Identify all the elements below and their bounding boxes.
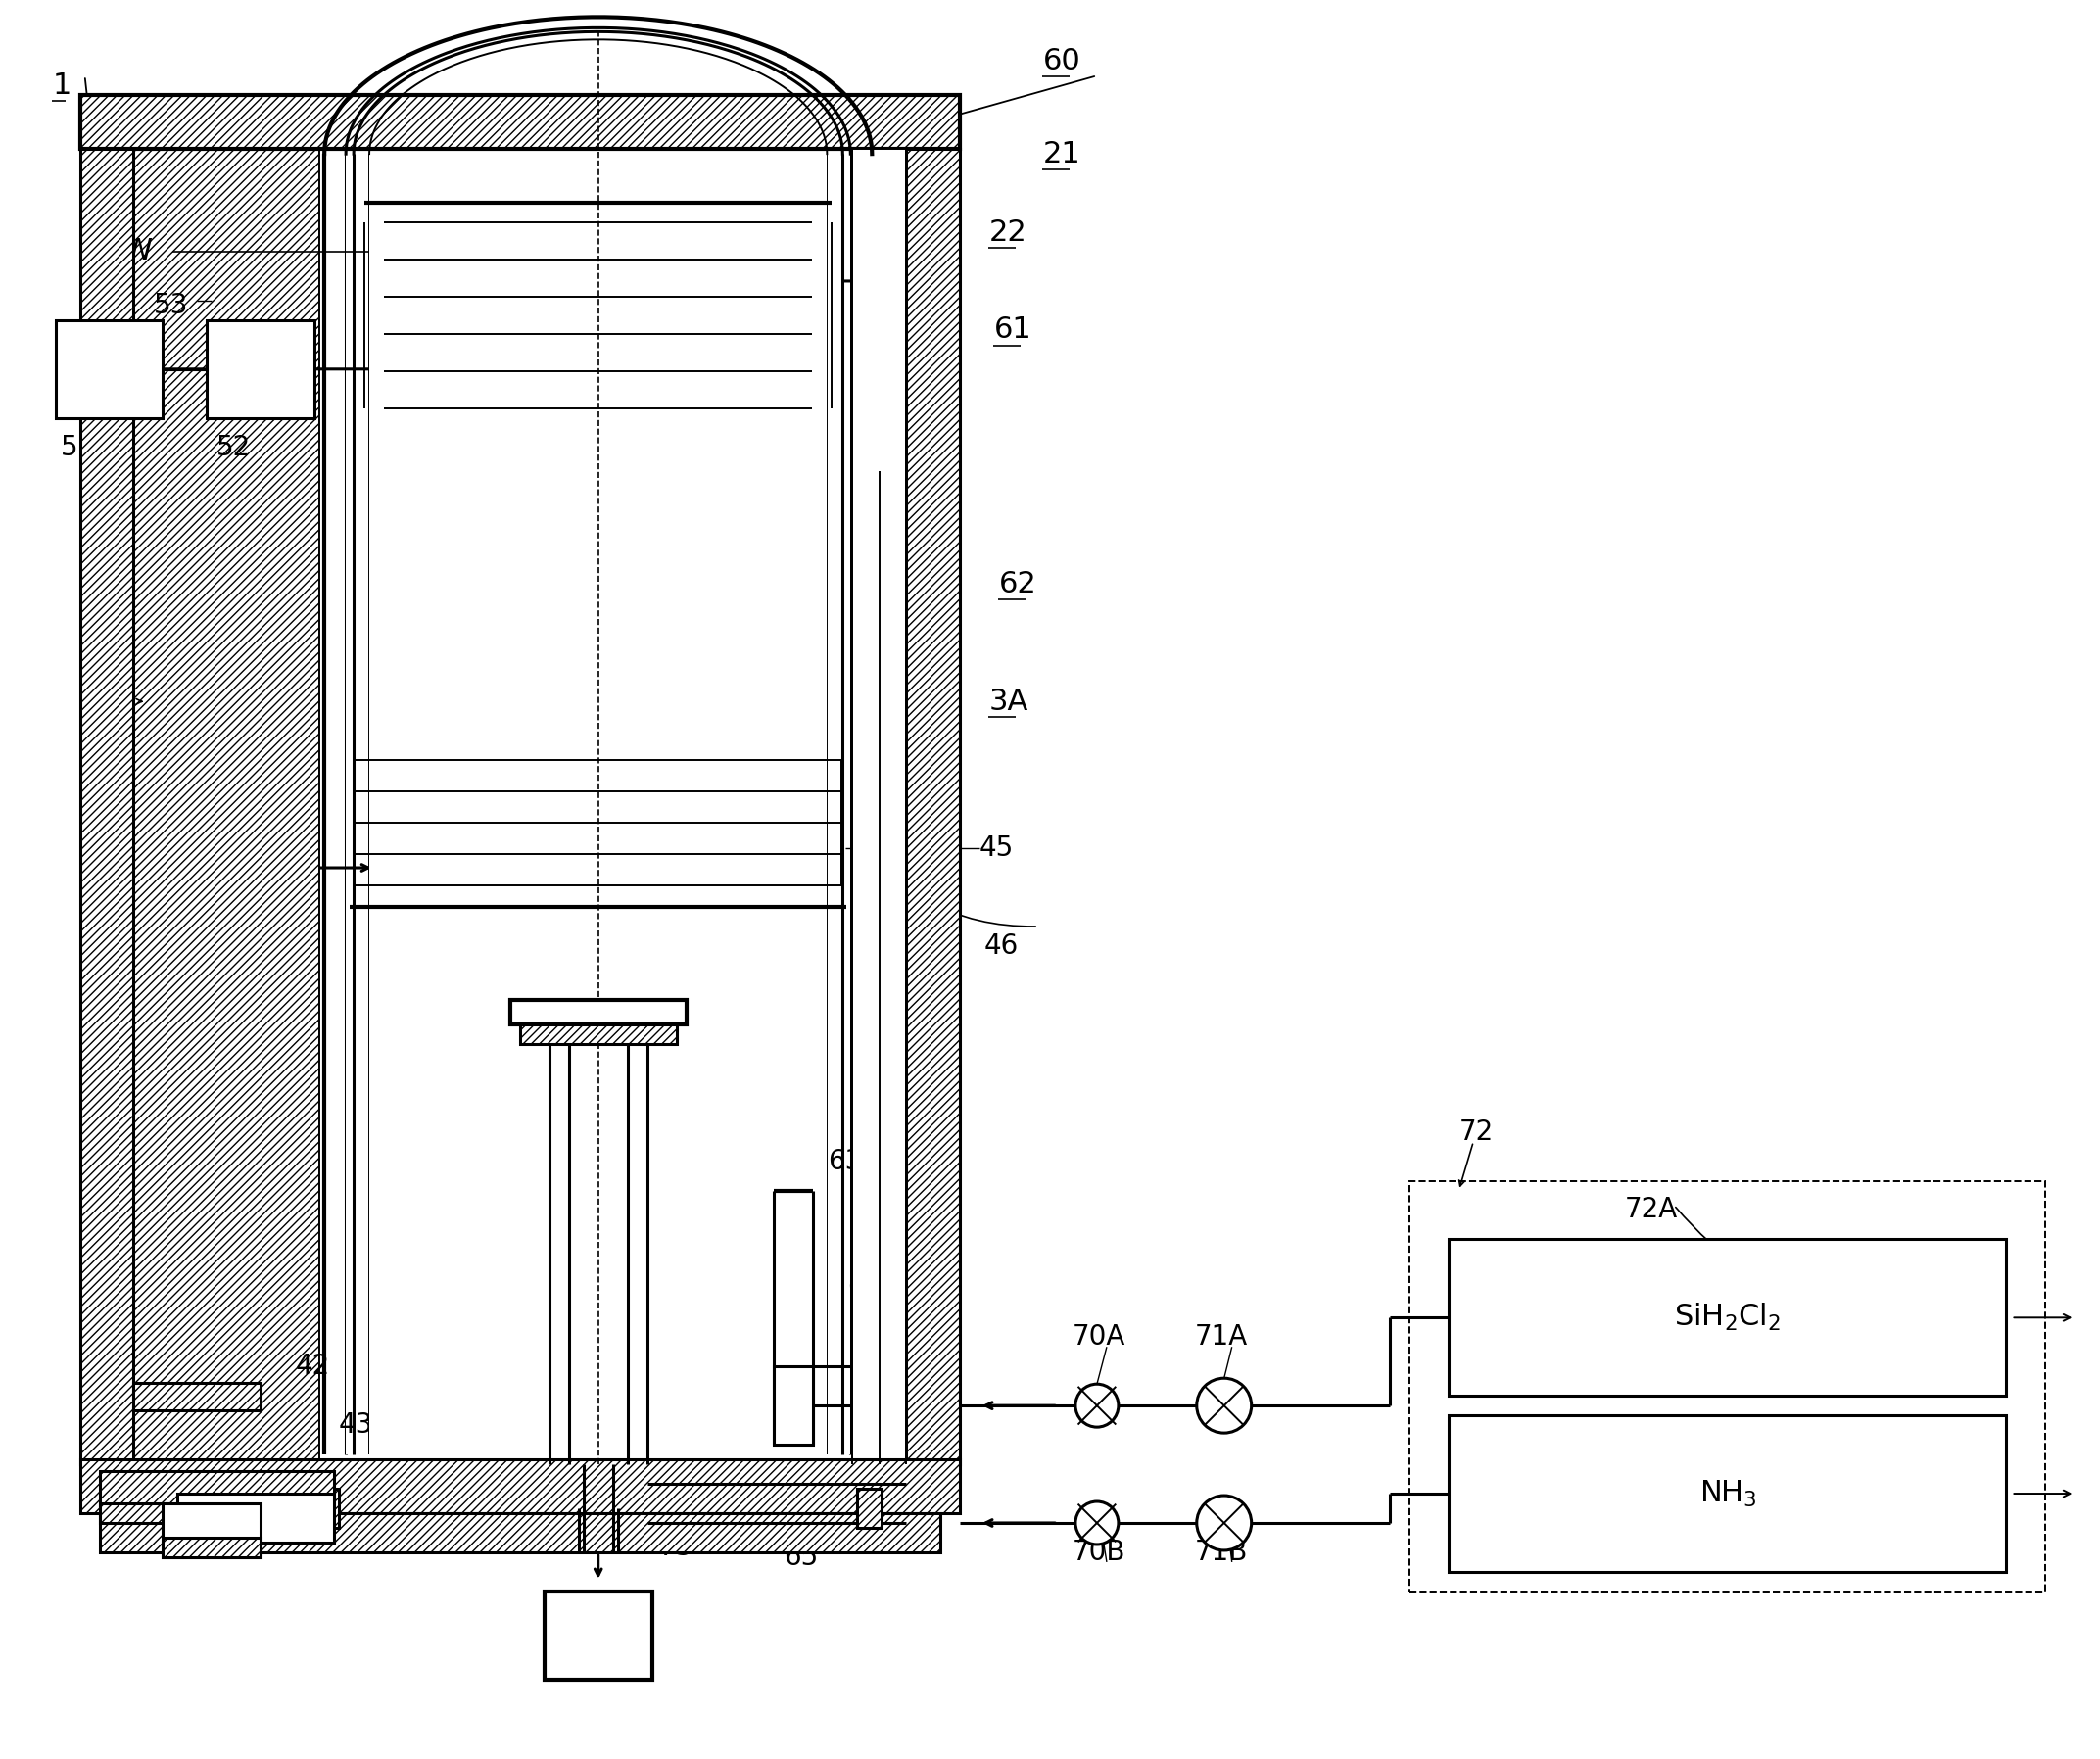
Text: NH$_3$: NH$_3$ (1699, 1478, 1756, 1509)
Text: 71A: 71A (1195, 1323, 1247, 1351)
Text: 73: 73 (659, 1534, 693, 1560)
Text: 60: 60 (1044, 47, 1082, 76)
Text: 64: 64 (848, 1275, 882, 1302)
Text: 44: 44 (412, 1353, 447, 1381)
Bar (544, 1592, 651, 1680)
Text: M: M (588, 1617, 611, 1645)
Bar (521, 1024, 676, 1043)
Bar (55, 320, 164, 419)
Text: W: W (124, 237, 153, 266)
Text: 45: 45 (979, 834, 1014, 862)
Text: 70A: 70A (1073, 1323, 1126, 1351)
Bar (907, 150, 960, 1463)
Text: 21: 21 (1044, 139, 1082, 169)
Bar (1449, 1240, 2006, 1397)
Text: 72B: 72B (1625, 1485, 1678, 1513)
Text: 46: 46 (985, 932, 1018, 960)
Bar (134, 1383, 260, 1411)
Bar (164, 1504, 260, 1557)
Bar (99, 1504, 178, 1523)
Text: 70B: 70B (1073, 1539, 1126, 1566)
Text: 63: 63 (827, 1147, 863, 1175)
Bar (853, 150, 878, 1463)
Bar (164, 1537, 260, 1557)
Bar (134, 150, 319, 1463)
Text: 42: 42 (294, 1353, 330, 1381)
Text: 72A: 72A (1625, 1196, 1678, 1224)
Bar (1409, 1180, 2045, 1592)
Text: 53: 53 (153, 292, 187, 318)
Text: 5: 5 (470, 1421, 489, 1449)
Circle shape (1075, 1384, 1119, 1427)
Circle shape (1197, 1495, 1252, 1550)
Text: 3: 3 (118, 688, 136, 716)
Text: 72: 72 (1459, 1119, 1493, 1145)
Bar (134, 1463, 907, 1513)
Text: 43: 43 (338, 1411, 374, 1439)
Text: 52: 52 (216, 433, 252, 461)
Text: 65: 65 (783, 1543, 819, 1571)
Text: 22: 22 (989, 218, 1027, 246)
Text: 1: 1 (52, 72, 71, 100)
Bar (178, 1493, 334, 1543)
Bar (315, 1488, 338, 1529)
Bar (80, 95, 960, 150)
Bar (853, 150, 907, 1463)
Text: 62: 62 (1000, 570, 1037, 598)
Bar (775, 1367, 813, 1444)
Text: 71B: 71B (1195, 1539, 1247, 1566)
Bar (1449, 1416, 2006, 1573)
Circle shape (1075, 1502, 1119, 1544)
Bar (370, 153, 827, 1455)
Circle shape (1197, 1379, 1252, 1434)
Text: 51: 51 (61, 433, 94, 461)
Bar (99, 1513, 941, 1551)
Text: 61: 61 (993, 315, 1033, 345)
Bar (510, 999, 687, 1024)
Bar (80, 1460, 960, 1513)
Text: 3A: 3A (989, 688, 1029, 716)
Text: 41: 41 (628, 971, 661, 999)
Bar (346, 153, 850, 1455)
Text: SiH$_2$Cl$_2$: SiH$_2$Cl$_2$ (1674, 1302, 1781, 1333)
Bar (857, 1488, 882, 1529)
Bar (208, 320, 315, 419)
Bar (80, 150, 134, 1463)
Bar (99, 1471, 334, 1506)
